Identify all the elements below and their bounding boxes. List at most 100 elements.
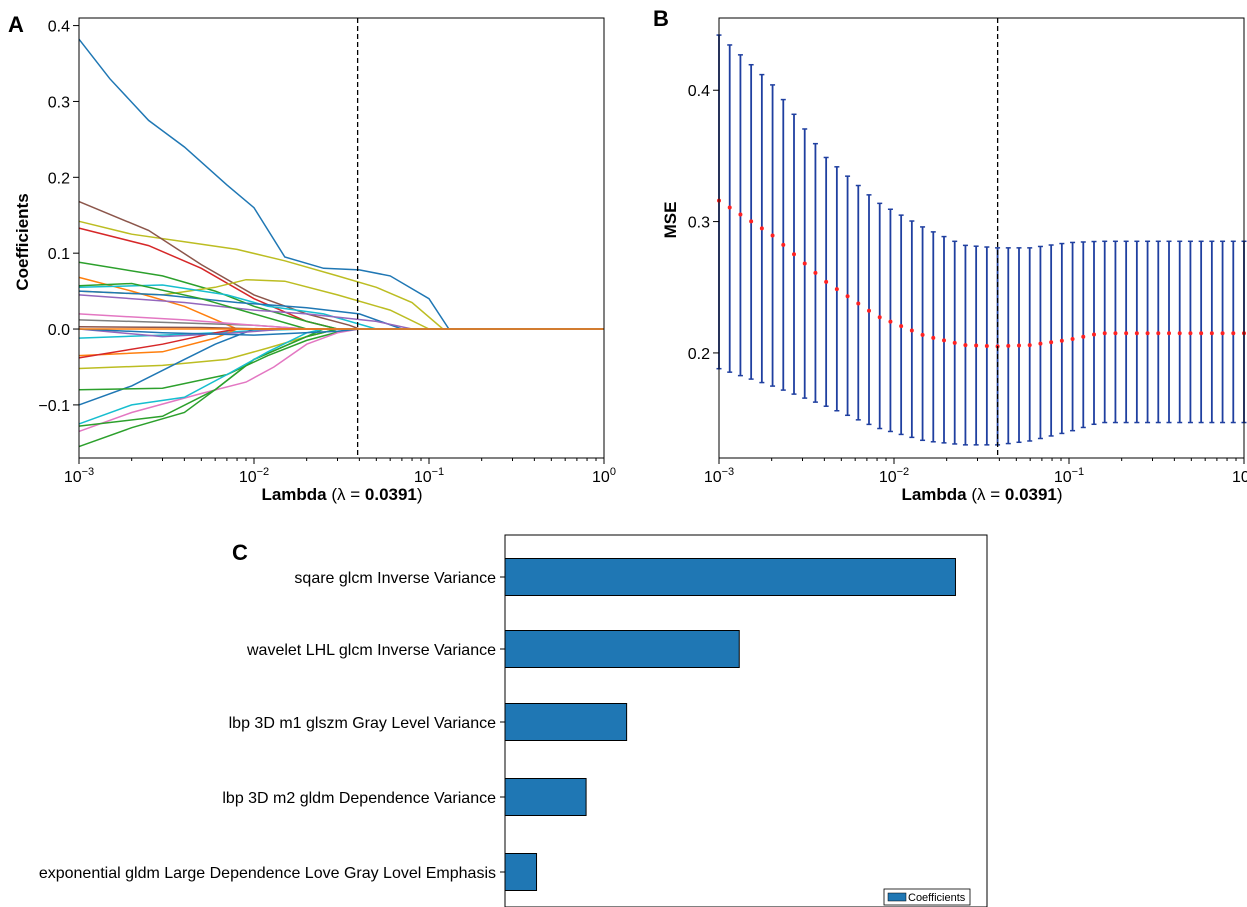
mse-point [1081, 334, 1086, 339]
coefficient-path-line [78, 328, 604, 425]
coefficient-bar [504, 630, 740, 668]
panel-a-coefficient-paths: 10−3 10−2 10−1 100 −0.1 0.0 0.1 0.2 0.3 0.4 Coeff… [13, 17, 616, 504]
legend-label: Coefficients [908, 892, 966, 904]
panel-a-axes: 10−3 10−2 10−1 100 −0.1 0.0 0.1 0.2 0.3 0.4 [38, 17, 616, 486]
panel-b-xlabel-mid: (λ = [967, 485, 1005, 504]
panel-a-y-tick-label: 0.1 [48, 246, 70, 263]
panel-b-y-tick-label: 0.4 [688, 83, 710, 100]
panel-b-x-tick-label: 10−1 [1054, 466, 1084, 486]
panel-b-mse-cv: 10−3 10−2 10−1 100 0.2 0.3 0.4 MSE Lambda (λ =… [661, 17, 1247, 504]
panel-a-frame [78, 17, 605, 459]
mse-point [845, 294, 850, 299]
panel-c-legend: Coefficients [883, 888, 971, 906]
mse-point [834, 287, 839, 292]
mse-point [856, 301, 861, 306]
mse-point [963, 343, 968, 348]
mse-point [1145, 331, 1150, 336]
mse-point [1124, 331, 1129, 336]
panel-letter-a: A [8, 12, 24, 37]
panel-a-y-axis-label: Coefficients [13, 193, 32, 290]
panel-letter-c: C [232, 540, 248, 565]
mse-point [1156, 331, 1161, 336]
mse-point [1134, 331, 1139, 336]
coefficient-path-line [78, 38, 604, 330]
mse-point [1188, 331, 1193, 336]
mse-point [792, 252, 796, 257]
coefficient-lines [78, 38, 604, 448]
mse-point [888, 319, 893, 324]
panel-b-xlabel-value: 0.0391 [1005, 485, 1057, 504]
panel-b-x-tick-label: 10−2 [879, 466, 909, 486]
panel-b-xlabel-prefix: Lambda [901, 485, 967, 504]
panel-c-feature-coefficients: sqare glcm Inverse Variance wavelet LHL g… [39, 534, 988, 907]
panel-a-x-tick-label: 10−2 [239, 466, 269, 486]
panel-b-xlabel-suffix: ) [1057, 485, 1063, 504]
mse-point [759, 226, 764, 231]
panel-a-y-tick-label: 0.2 [48, 170, 70, 187]
mse-point [1177, 331, 1182, 336]
panel-a-y-tick-label: 0.0 [48, 322, 70, 339]
mse-errorbars [716, 34, 1247, 446]
mse-point [1167, 331, 1171, 336]
panel-a-x-tick-label: 100 [592, 466, 616, 486]
mse-point [727, 205, 732, 210]
coefficient-bar [504, 853, 538, 891]
coefficient-bars: sqare glcm Inverse Variance wavelet LHL g… [39, 558, 956, 891]
mse-point [770, 233, 775, 238]
bar-category-label: wavelet LHL glcm Inverse Variance [246, 642, 496, 659]
mse-point [984, 343, 989, 348]
mse-point [952, 340, 957, 345]
panel-b-x-tick-label: 10−3 [704, 466, 734, 486]
mse-point [1059, 338, 1064, 343]
bar-category-label: exponential gldm Large Dependence Love G… [39, 865, 496, 882]
mse-point [1006, 343, 1011, 348]
coefficient-bar [504, 558, 956, 596]
mse-point [1220, 331, 1225, 336]
mse-point [1102, 331, 1107, 336]
bar-category-label: lbp 3D m1 glszm Gray Level Variance [229, 715, 496, 732]
mse-point [1038, 341, 1043, 346]
mse-point [802, 261, 807, 266]
mse-point [867, 308, 871, 313]
panel-a-y-tick-label: −0.1 [38, 398, 70, 415]
panel-c-frame [504, 534, 988, 907]
panel-b-y-tick-label: 0.3 [688, 215, 710, 232]
mse-point [909, 328, 914, 333]
panel-a-x-axis-label: Lambda (λ = 0.0391) [261, 485, 422, 504]
mse-point [942, 338, 946, 343]
panel-a-xlabel-suffix: ) [417, 485, 423, 504]
mse-point [1049, 340, 1054, 345]
panel-a-y-tick-label: 0.3 [48, 94, 70, 111]
coefficient-bar [504, 703, 628, 741]
mse-point [824, 279, 829, 284]
panel-a-x-tick-label: 10−1 [414, 466, 444, 486]
panel-a-y-tick-label: 0.4 [48, 19, 70, 36]
coefficient-path-line [78, 278, 604, 330]
coefficient-path-line [78, 328, 604, 406]
panel-a-x-tick-label: 10−3 [64, 466, 94, 486]
coefficient-path-line [78, 227, 604, 330]
panel-b-x-tick-label: 100 [1232, 466, 1247, 486]
mse-point [738, 212, 743, 217]
panel-a-xlabel-prefix: Lambda [261, 485, 327, 504]
panel-letter-b: B [653, 6, 669, 31]
mse-point [1027, 343, 1032, 348]
mse-point [781, 242, 786, 247]
coefficient-path-line [78, 328, 604, 448]
mse-point [1113, 331, 1118, 336]
mse-point [1070, 337, 1075, 342]
coefficient-path-line [78, 328, 604, 359]
mse-point [813, 270, 818, 275]
coefficient-path-line [78, 328, 604, 427]
mse-point [1209, 331, 1214, 336]
mse-point [974, 343, 979, 348]
bar-category-label: lbp 3D m2 gldm Dependence Variance [222, 790, 496, 807]
mse-point [920, 332, 925, 337]
mse-point [877, 315, 882, 320]
panel-b-frame [718, 17, 1245, 459]
panel-a-xlabel-value: 0.0391 [365, 485, 417, 504]
panel-b-x-axis-label: Lambda (λ = 0.0391) [901, 485, 1062, 504]
coefficient-path-line [78, 328, 604, 391]
bar-category-label: sqare glcm Inverse Variance [294, 570, 496, 587]
